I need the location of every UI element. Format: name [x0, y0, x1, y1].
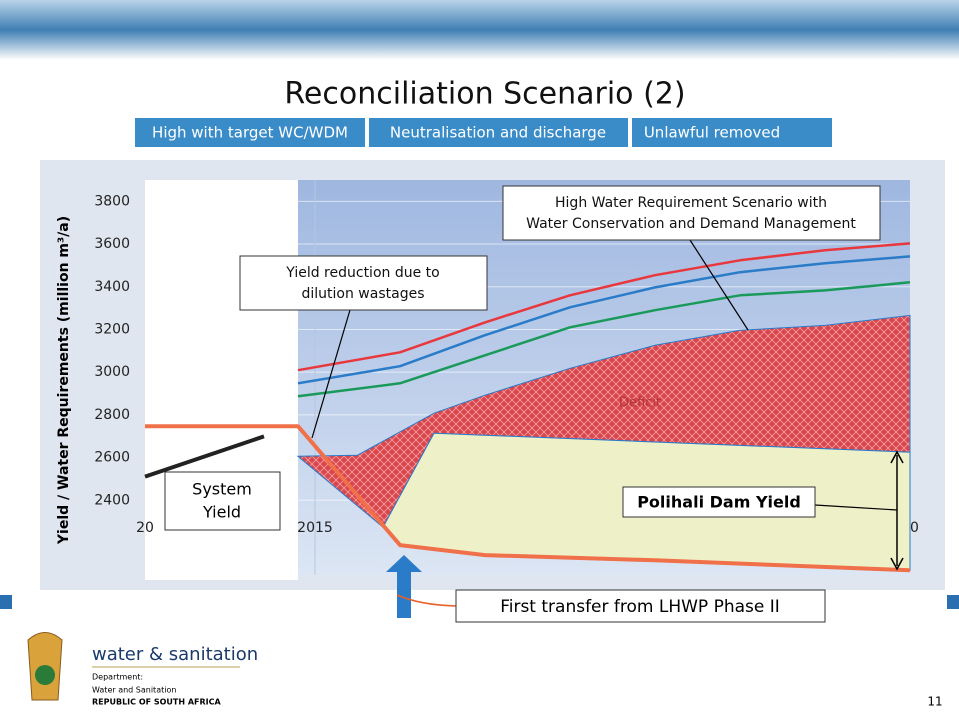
series-line [297, 242, 911, 372]
annotation: Polihali Dam Yield [637, 493, 801, 512]
y-tick-label: 3000 [94, 364, 130, 380]
annotation-box [502, 185, 881, 241]
deficit-label: Deficit [619, 396, 661, 411]
logo [27, 632, 63, 701]
tab-label: Unlawful removed [644, 124, 780, 142]
tab-label: Neutralisation and discharge [390, 124, 606, 142]
annotation: System [192, 480, 252, 499]
tab [369, 118, 628, 147]
y-axis-label: Yield / Water Requirements (million m³/a… [56, 216, 72, 545]
annotation: Yield reduction due to [285, 265, 439, 281]
range-arrow [890, 450, 904, 571]
department: Department: [92, 673, 143, 682]
x-tick-label: 2015 [297, 520, 333, 536]
y-tick-label: 3800 [94, 193, 130, 209]
annotation-box [164, 471, 281, 531]
y-tick-label: 3400 [94, 279, 130, 295]
y-tick-label: 2800 [94, 407, 130, 423]
tab [632, 118, 832, 147]
annotation: High Water Requirement Scenario with [555, 195, 827, 211]
pointer [396, 594, 457, 607]
header-water [0, 0, 959, 60]
department: Water and Sanitation [92, 686, 176, 695]
y-tick-label: 3600 [94, 236, 130, 252]
pointer [689, 239, 749, 331]
brand: water & sanitation [92, 644, 258, 665]
y-tick-label: 3200 [94, 321, 130, 337]
footer: water & sanitation Department: Water and… [27, 632, 943, 709]
series-line [297, 255, 911, 385]
annotation-box [622, 486, 816, 518]
y-tick-label: 2600 [94, 450, 130, 466]
edge-bar [947, 595, 959, 609]
y-tick-label: 2400 [94, 492, 130, 508]
series-line [297, 281, 911, 398]
transfer-arrow [386, 555, 422, 618]
tab-label: High with target WC/WDM [152, 124, 348, 142]
pointer [311, 309, 351, 439]
annotation: Water Conservation and Demand Management [526, 216, 856, 232]
series-line [145, 424, 911, 573]
annotation: Yield [202, 503, 241, 522]
pointer [814, 504, 898, 511]
tabs: High with target WC/WDM Neutralisation a… [135, 118, 832, 147]
annotation: First transfer from LHWP Phase II [500, 597, 780, 617]
annotation-box [239, 255, 488, 311]
tab [135, 118, 365, 147]
edge-bar [0, 595, 12, 609]
chart: 2400260028003000320034003600380020201550 [94, 180, 919, 575]
department: REPUBLIC OF SOUTH AFRICA [92, 698, 222, 707]
page-number: 11 [927, 695, 942, 709]
series-line [144, 434, 265, 479]
annotation: dilution wastages [302, 286, 425, 302]
slide-title: Reconciliation Scenario (2) [284, 77, 685, 112]
annotations: High Water Requirement Scenario with Wat… [164, 185, 904, 623]
annotation-box [455, 589, 826, 623]
x-tick-label: 20 [136, 520, 154, 536]
